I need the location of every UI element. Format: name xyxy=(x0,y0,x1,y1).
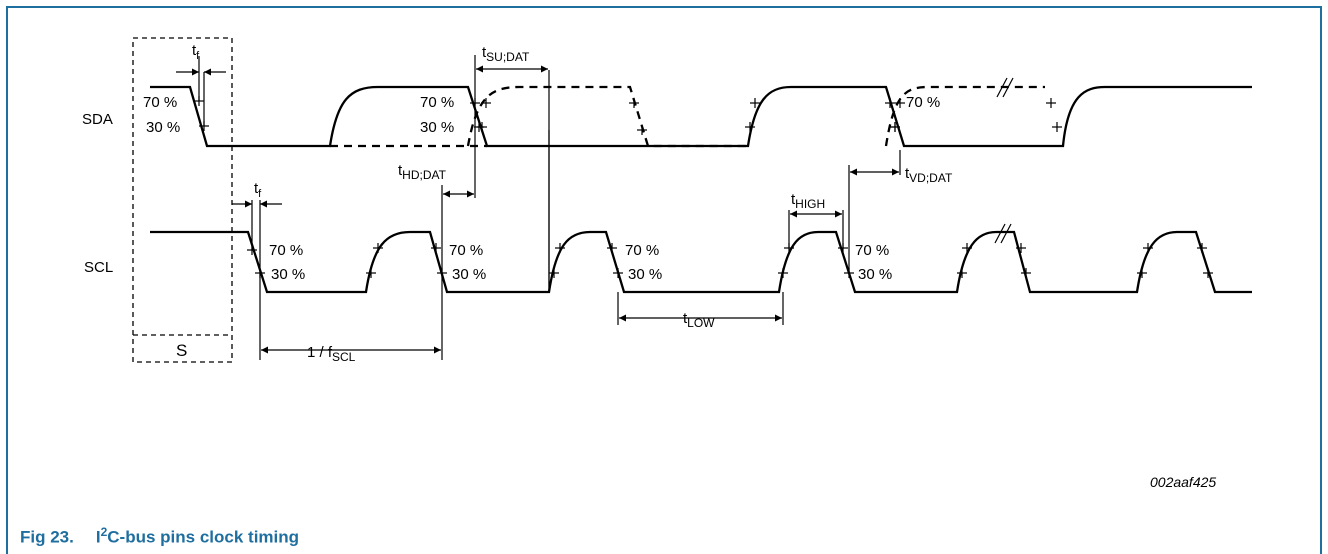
tf-scl-label: tf xyxy=(254,180,262,200)
scl-label: SCL xyxy=(84,259,113,276)
dimension-arrows xyxy=(176,65,899,354)
figure-frame xyxy=(6,6,1322,554)
sda-dashed-waveform xyxy=(330,85,1045,148)
scl-level-ticks xyxy=(247,247,1213,274)
thd-dat-label: tHD;DAT xyxy=(398,162,447,182)
scl-70-label-4: 70 % xyxy=(855,242,889,259)
tf-sda-label: tf xyxy=(192,42,200,62)
scl-70-label-1: 70 % xyxy=(269,242,303,259)
figure-code: 002aaf425 xyxy=(1150,474,1217,490)
scl-30-label-1: 30 % xyxy=(271,266,305,283)
start-condition-box xyxy=(132,37,233,363)
sda-30-label-2: 30 % xyxy=(420,119,454,136)
figure-caption: Fig 23. I2C-bus pins clock timing xyxy=(20,525,299,548)
scl-waveform xyxy=(150,230,1252,294)
scl-break-mark xyxy=(994,223,1012,244)
sda-70-label-3: 70 % xyxy=(906,94,940,111)
sda-waveform xyxy=(150,85,1252,148)
scl-30-label-3: 30 % xyxy=(628,266,662,283)
sda-break-mark xyxy=(996,77,1014,98)
scl-70-label-3: 70 % xyxy=(625,242,659,259)
sda-70-label-1: 70 % xyxy=(143,94,177,111)
scl-30-label-4: 30 % xyxy=(858,266,892,283)
reference-lines xyxy=(198,55,901,360)
caption-title-superscript: 2 xyxy=(100,525,108,539)
caption-number: Fig 23. xyxy=(20,527,74,547)
tvd-dat-label: tVD;DAT xyxy=(905,165,953,185)
period-label: 1 / fSCL xyxy=(307,344,356,364)
caption-title-rest: C-bus pins clock timing xyxy=(107,527,300,547)
sda-label: SDA xyxy=(82,111,113,128)
scl-70-label-2: 70 % xyxy=(449,242,483,259)
tsu-dat-label: tSU;DAT xyxy=(482,44,530,64)
tlow-label: tLOW xyxy=(683,310,715,330)
caption-title-prefix: I xyxy=(95,527,101,547)
thigh-label: tHIGH xyxy=(791,191,825,211)
start-label: S xyxy=(176,341,187,360)
scl-level-ticks-vertical xyxy=(251,243,1209,278)
scl-30-label-2: 30 % xyxy=(452,266,486,283)
sda-70-label-2: 70 % xyxy=(420,94,454,111)
sda-30-label-1: 30 % xyxy=(146,119,180,136)
